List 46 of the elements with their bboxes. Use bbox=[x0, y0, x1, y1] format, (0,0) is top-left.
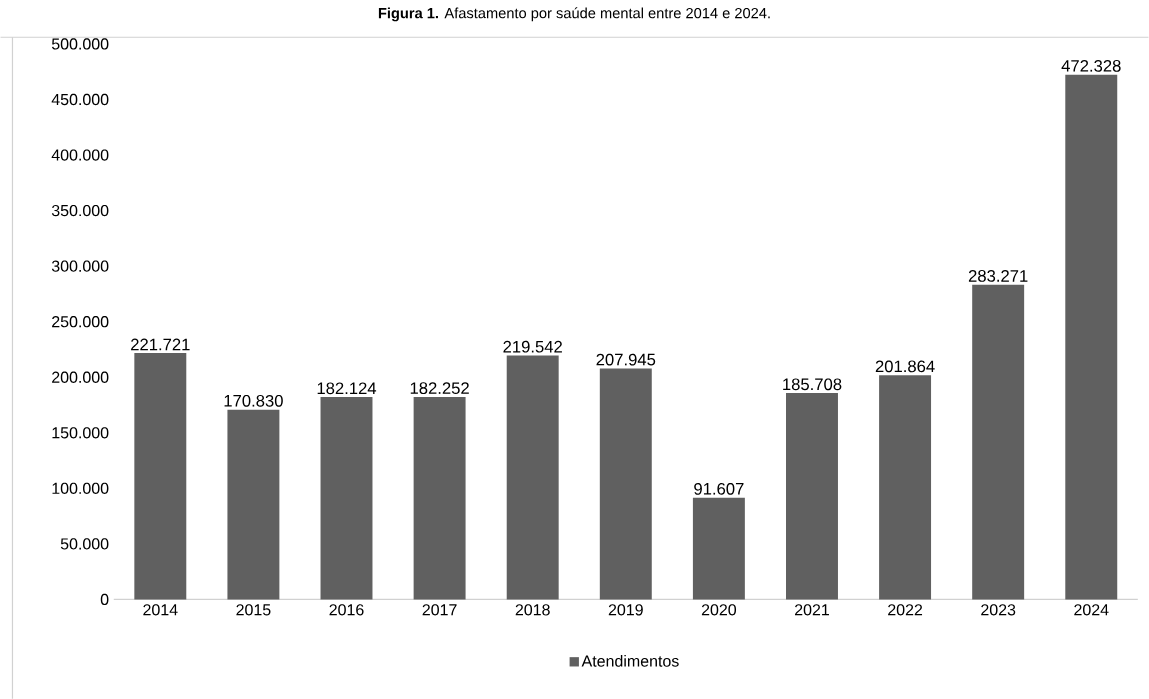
data-label: 170.830 bbox=[224, 394, 283, 407]
y-tick-label: 450.000 bbox=[51, 93, 109, 105]
x-tick-label: 2017 bbox=[422, 603, 457, 616]
y-tick-label: 50.000 bbox=[60, 538, 109, 550]
x-tick-label: 2019 bbox=[608, 603, 643, 616]
legend-label: Atendimentos bbox=[581, 654, 679, 667]
x-tick-label: 2022 bbox=[888, 603, 923, 616]
y-tick-label: 200.000 bbox=[52, 371, 109, 383]
bar bbox=[413, 396, 466, 600]
data-label: 221.721 bbox=[131, 338, 190, 351]
data-label: 201.864 bbox=[875, 360, 935, 373]
bar bbox=[1065, 74, 1118, 600]
data-label: 472.328 bbox=[1061, 59, 1121, 72]
data-label: 91.607 bbox=[694, 482, 744, 495]
x-tick-label: 2023 bbox=[981, 603, 1016, 616]
y-tick-label: 350.000 bbox=[51, 204, 109, 217]
bar bbox=[506, 355, 559, 600]
y-tick-label: 150.000 bbox=[52, 426, 109, 439]
x-tick-label: 2015 bbox=[236, 603, 271, 616]
x-tick-label: 2016 bbox=[329, 603, 364, 616]
data-label: 182.252 bbox=[410, 382, 469, 394]
x-tick-label: 2020 bbox=[701, 603, 737, 616]
x-tick-label: 2024 bbox=[1074, 603, 1109, 616]
bar bbox=[599, 368, 652, 600]
chart-title: Figura 1. Afastamento por saúde mental entre 2014 e 2024. bbox=[378, 7, 770, 22]
y-tick-label: 100.000 bbox=[52, 482, 109, 494]
bar bbox=[692, 497, 745, 600]
bar bbox=[879, 375, 932, 600]
bar bbox=[972, 284, 1025, 600]
data-label: 219.542 bbox=[503, 340, 562, 353]
y-tick-label: 400.000 bbox=[51, 149, 109, 161]
data-label: 185.708 bbox=[783, 378, 842, 391]
bar bbox=[134, 352, 187, 600]
bar bbox=[786, 392, 838, 600]
bar bbox=[227, 409, 280, 600]
y-tick-label: 0 bbox=[100, 593, 109, 605]
y-tick-label: 300.000 bbox=[51, 260, 109, 272]
x-tick-label: 2021 bbox=[795, 603, 829, 616]
data-label: 207.945 bbox=[596, 353, 656, 366]
y-tick-label: 250.000 bbox=[52, 315, 109, 328]
x-tick-label: 2014 bbox=[143, 603, 178, 616]
x-tick-label: 2018 bbox=[515, 603, 550, 616]
data-label: 283.271 bbox=[968, 269, 1028, 282]
bar bbox=[320, 396, 373, 600]
data-label: 182.124 bbox=[317, 382, 377, 395]
y-tick-label: 500.000 bbox=[51, 38, 109, 50]
